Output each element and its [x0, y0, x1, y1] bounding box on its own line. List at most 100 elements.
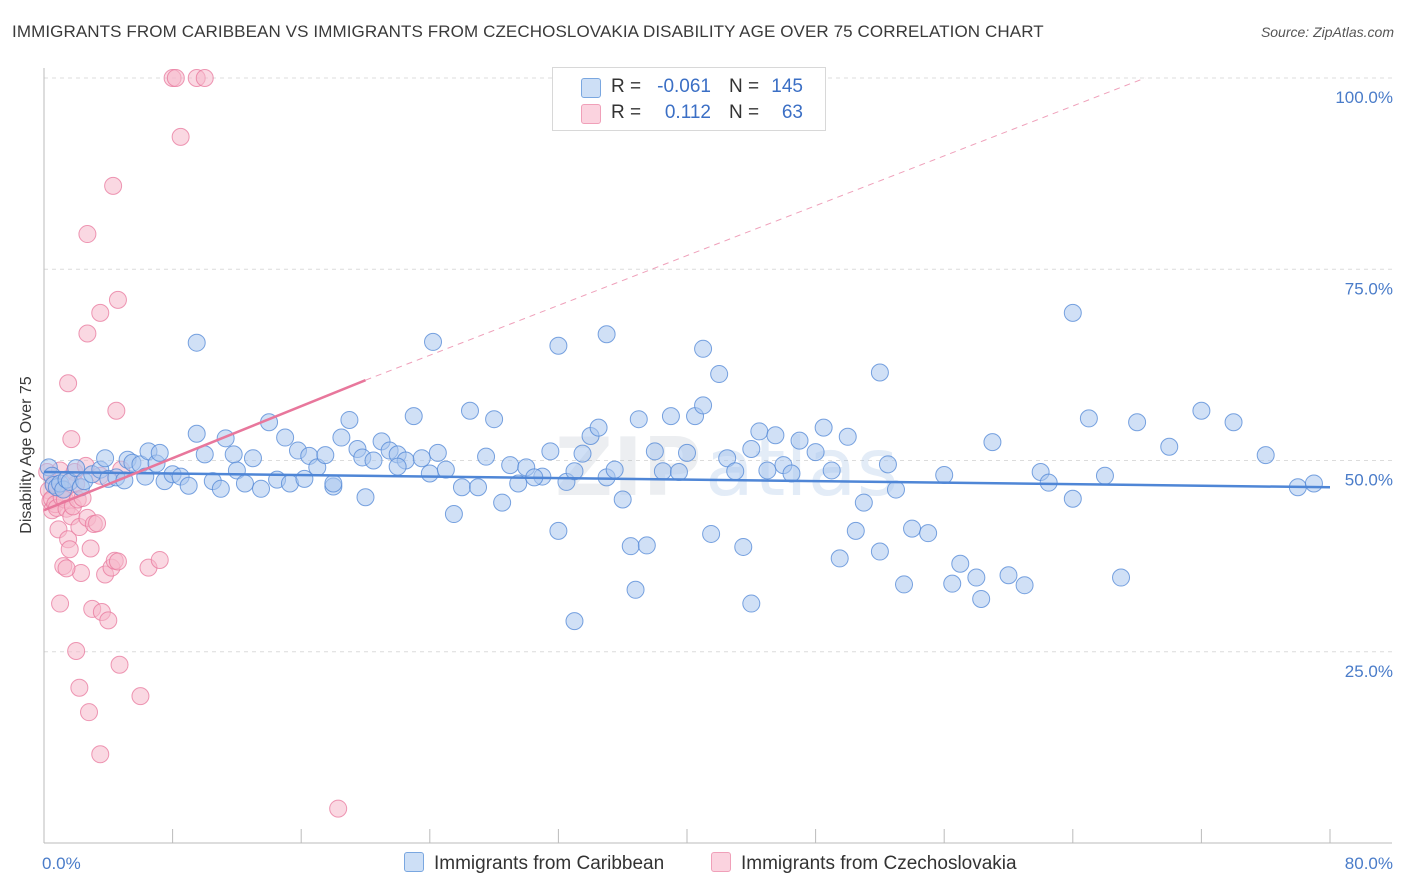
data-point — [91, 303, 110, 322]
data-point — [669, 462, 688, 481]
data-point — [166, 69, 185, 87]
stats-box: R = -0.061 N = 145 R = 0.112 N = 63 — [552, 67, 826, 131]
data-point — [99, 611, 118, 630]
data-point — [661, 407, 680, 426]
data-point — [822, 461, 841, 480]
data-point — [919, 524, 938, 543]
data-point — [96, 449, 115, 468]
data-point — [324, 474, 343, 493]
data-point — [1063, 303, 1082, 322]
data-point — [104, 176, 123, 195]
data-point — [187, 424, 206, 443]
x-tick-label: 0.0% — [42, 854, 81, 873]
chart-title: IMMIGRANTS FROM CARIBBEAN VS IMMIGRANTS … — [12, 22, 1044, 41]
czechoslovakia-legend-swatch — [711, 852, 731, 872]
data-point — [605, 460, 624, 479]
data-point — [108, 552, 127, 571]
data-point — [814, 418, 833, 437]
data-point — [80, 703, 99, 722]
data-point — [637, 536, 656, 555]
data-point — [718, 449, 737, 468]
data-point — [597, 325, 616, 344]
data-point — [1304, 474, 1323, 493]
source-credit: Source: ZipAtlas.com — [1260, 24, 1394, 40]
data-point — [179, 476, 198, 495]
caribbean-swatch — [581, 78, 601, 98]
axes — [43, 68, 1392, 844]
data-point — [621, 537, 640, 556]
data-point — [653, 462, 672, 481]
data-point — [895, 575, 914, 594]
y-tick-label: 75.0% — [1345, 279, 1393, 298]
data-point — [549, 521, 568, 540]
data-point — [854, 493, 873, 512]
data-point — [81, 539, 100, 558]
n-value: 145 — [771, 76, 803, 97]
legend-item-caribbean[interactable]: Immigrants from Caribbean — [404, 852, 664, 876]
data-point — [1063, 489, 1082, 508]
data-point — [573, 444, 592, 463]
data-point — [70, 678, 89, 697]
caribbean-points — [39, 303, 1323, 631]
n-label: N = — [729, 76, 760, 97]
data-point — [878, 455, 897, 474]
data-point — [509, 474, 528, 493]
data-point — [356, 488, 375, 507]
data-point — [943, 574, 962, 593]
data-point — [782, 464, 801, 483]
data-point — [412, 449, 431, 468]
data-point — [742, 440, 761, 459]
trend-line — [43, 470, 1331, 489]
data-point — [613, 490, 632, 509]
data-point — [626, 580, 645, 599]
data-point — [469, 478, 488, 497]
data-point — [870, 363, 889, 382]
data-point — [830, 549, 849, 568]
data-point — [734, 537, 753, 556]
data-point — [436, 460, 455, 479]
data-point — [150, 550, 169, 569]
data-point — [329, 799, 348, 818]
data-point — [428, 443, 447, 462]
data-point — [424, 332, 443, 351]
x-tick-label: 80.0% — [1345, 854, 1393, 873]
stats-row-caribbean: R = -0.061 N = 145 — [553, 76, 825, 102]
data-point — [224, 445, 243, 464]
trend-line — [43, 379, 366, 512]
data-point — [1256, 446, 1275, 465]
data-point — [1128, 413, 1147, 432]
x-tick-labels: 0.0% 80.0% — [42, 854, 1393, 873]
r-label: R = — [611, 76, 642, 97]
data-point — [67, 641, 86, 660]
data-point — [541, 442, 560, 461]
stats-row-czechoslovakia: R = 0.112 N = 63 — [553, 102, 825, 128]
data-point — [78, 225, 97, 244]
data-point — [420, 464, 439, 483]
legend-item-czechoslovakia[interactable]: Immigrants from Czechoslovakia — [711, 852, 1017, 876]
data-point — [108, 290, 127, 309]
data-point — [710, 365, 729, 384]
data-point — [501, 456, 520, 475]
data-point — [589, 418, 608, 437]
gridlines — [44, 77, 1395, 653]
czechoslovakia-swatch — [581, 104, 601, 124]
data-point — [211, 479, 230, 498]
data-point — [702, 524, 721, 543]
data-point — [935, 466, 954, 485]
legend-label: Immigrants from Czechoslovakia — [741, 853, 1017, 874]
data-point — [750, 422, 769, 441]
r-value: -0.061 — [657, 76, 711, 97]
data-point — [972, 589, 991, 608]
data-point — [951, 554, 970, 573]
data-point — [332, 428, 351, 447]
trend-line-extension — [365, 77, 1146, 381]
r-label: R = — [611, 102, 642, 123]
data-point — [235, 474, 254, 493]
data-point — [452, 478, 471, 497]
data-point — [886, 480, 905, 499]
data-point — [150, 443, 169, 462]
data-point — [493, 493, 512, 512]
data-point — [1015, 576, 1034, 595]
data-point — [645, 442, 664, 461]
data-point — [59, 374, 78, 393]
